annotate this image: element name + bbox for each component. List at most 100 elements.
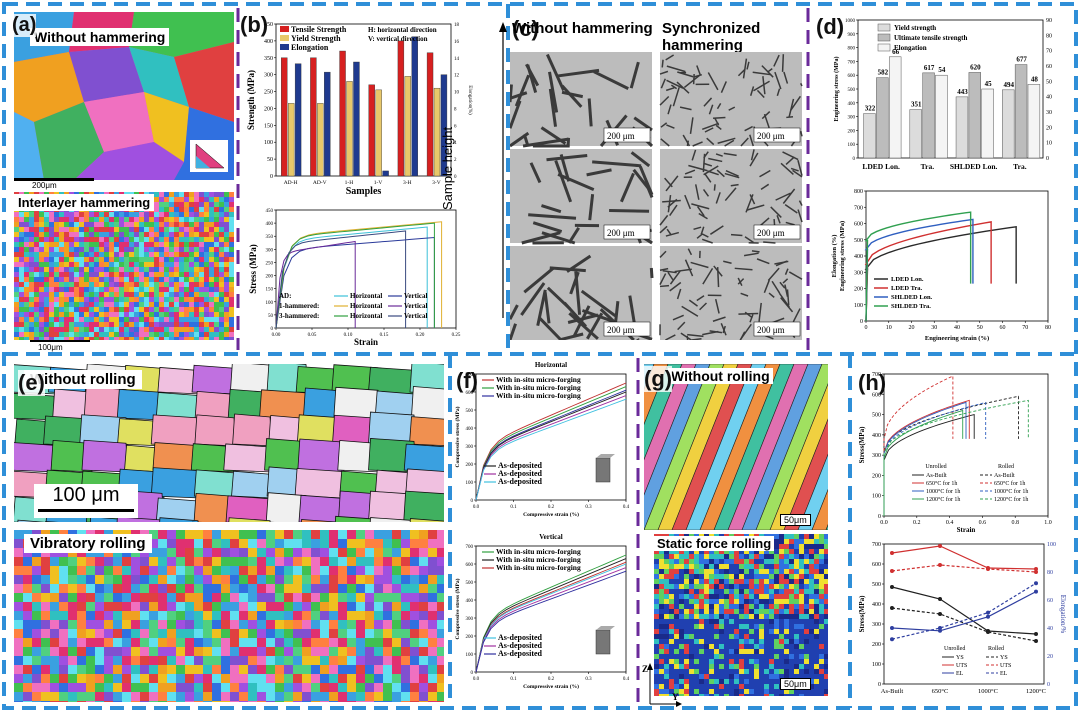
x-tick-label: 60 [1000,325,1006,331]
scale-box-e: 100 μm [34,484,138,518]
y2-tick-label: 60 [1047,598,1053,604]
y-tick-label: 500 [848,88,856,93]
panel-g-title-2: Static force rolling [654,536,775,551]
y-tick-label: 300 [264,73,273,79]
legend-row-label: 1-hammered: [279,302,319,310]
bar-elongation [1027,84,1041,159]
y-tick-label: 100 [266,301,274,306]
x-tick-label: 1.0 [1044,520,1052,526]
x-tick-label: 0.2 [548,505,555,510]
y-tick-label: 500 [854,238,863,244]
x-tick-label: 3-H [403,180,412,186]
x-tick-label: 80 [1045,325,1051,331]
compressive-curve [475,391,627,501]
y2-tick-label: 18 [454,23,460,28]
bar-yield-strength [346,81,353,177]
legend-label: EL [1000,671,1008,677]
bar-tensile-strength [281,57,288,177]
y-tick-label: 300 [466,617,474,622]
legend-horizontal: Horizontal [350,292,382,300]
legend-head-rolled: Rolled [998,464,1014,470]
stress-strain-curve [864,211,972,322]
y-tick-label: 800 [848,47,856,52]
y-axis-label: Compressive stress (MPa) [454,578,461,639]
compressive-curve [475,563,627,673]
y2-tick-label: 80 [1046,33,1052,39]
y-tick-label: 150 [264,123,273,129]
y-tick-label: 450 [266,209,274,214]
stress-strain-curve [275,236,435,329]
y-tick-label: 700 [854,205,863,211]
x-tick-label: 0.0 [473,677,480,682]
legend-label: LDED Tra. [891,285,923,292]
y-tick-label: 400 [854,254,863,260]
y-tick-label: 450 [264,22,273,28]
legend-swatch [280,26,289,32]
chart-d-curve: 0 100 200 300 400 500 600 700 800 0 10 20 30 40 50 60 70… [831,189,1051,342]
y-tick-label: 300 [848,116,856,121]
x-axis-label: Strain [957,526,976,534]
panel-label-c: (c) [512,16,539,41]
x-tick-label: 1000°C [978,688,998,695]
compressive-curve [475,570,627,673]
x-tick-label: 10 [886,325,892,331]
note-vertical: V: vertical direction [368,35,428,43]
bar-elongation [294,63,302,177]
x-tick-label: 0.3 [585,677,592,682]
y-tick-label: 700 [466,545,474,550]
bar-tensile-strength [397,40,405,177]
x-tick-label: As-Built [881,688,904,695]
panel-e-title-2: Vibratory rolling [24,534,152,553]
stress-strain-curve [275,222,435,329]
y-tick-label: 200 [872,642,881,648]
legend-label: UTS [1000,663,1011,669]
trend-line [891,586,1037,635]
legend-label: Elongation [894,44,927,52]
legend-head-rolled: Rolled [988,646,1004,652]
y-tick-label: 400 [266,222,274,227]
panel-label-d: (d) [816,14,845,39]
panel-a-title-1: Without hammering [30,28,170,46]
stress-strain-curve [275,226,428,329]
x-tick-label: 3-V [432,180,441,186]
x-tick-label: 0.3 [585,505,592,510]
ebsd-map-vibratory-rolling [14,530,444,702]
scale-label-c: 200 μm [607,131,635,141]
bar-ultimate-tensile-strength [876,77,889,159]
bar-ultimate-tensile-strength [922,72,935,159]
legend-row-label: AD: [279,292,291,300]
y2-tick-label: 40 [1047,626,1053,632]
scale-label-e: 100 μm [52,484,120,506]
legend-label: With in-situ micro-forging [496,383,581,392]
y-tick-label: 0 [878,682,881,688]
y2-tick-label: 80 [1047,570,1053,576]
bar-elongation [324,71,331,177]
legend-horizontal: Horizontal [350,302,382,310]
y-tick-label: 350 [264,56,273,62]
legend-label: With in-situ micro-forging [496,555,581,564]
x-tick-label: 30 [931,325,937,331]
scale-bar-a1 [14,178,94,181]
bar-tensile-strength [368,84,375,177]
legend-head-unrolled: Unrolled [925,464,946,470]
plot-frame [883,543,1045,685]
stress-strain-curve [883,401,987,516]
x-tick-label: 0.15 [380,333,389,338]
x-tick-label: 40 [954,325,960,331]
y-tick-label: 0 [853,157,856,162]
bar-yield-strength [955,96,969,159]
data-point [890,637,894,642]
scale-label-g1: 50μm [780,514,811,526]
legend-label: As-deposited [498,633,543,642]
y2-tick-label: 2 [454,158,457,163]
data-label: 66 [892,48,900,56]
y2-axis-label: Elongation(%) [467,85,472,115]
data-label: 494 [1003,81,1014,89]
data-label: 677 [1016,56,1027,64]
y-tick-label: 0 [471,671,474,676]
x-tick-label: AD-H [284,180,298,186]
stress-strain-curve [864,218,974,322]
y-tick-label: 300 [266,248,274,253]
stress-strain-curve [275,230,407,329]
